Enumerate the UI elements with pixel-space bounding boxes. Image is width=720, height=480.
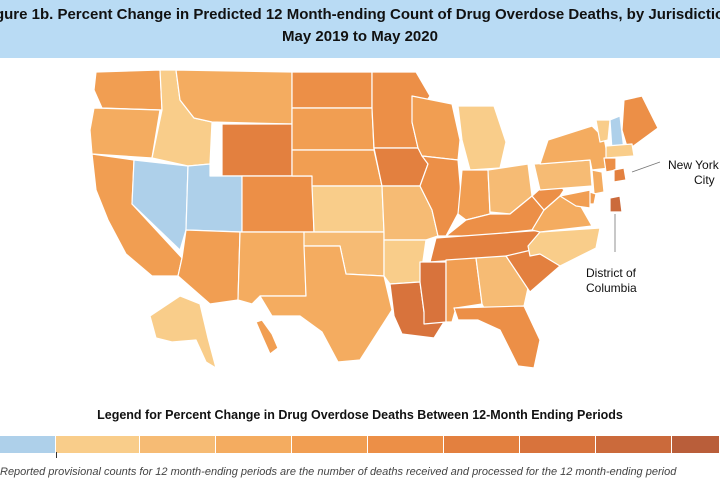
state-md: [559, 189, 591, 209]
state-pa: [533, 159, 593, 191]
legend-swatch-2: [56, 436, 140, 453]
state-az: [177, 229, 241, 305]
us-jurisdiction-map: [89, 69, 661, 369]
state-me: [621, 95, 659, 151]
legend-tick: [56, 452, 57, 458]
dc-label-line-2: Columbia: [586, 281, 637, 295]
legend-swatch-1: [0, 436, 56, 453]
state-wa: [93, 69, 163, 111]
legend-swatch-4: [216, 436, 292, 453]
state-ak: [149, 295, 217, 369]
state-in: [457, 169, 491, 221]
legend-title: Legend for Percent Change in Drug Overdo…: [97, 408, 623, 422]
state-mt: [175, 69, 293, 125]
state-fl: [453, 305, 541, 369]
state-tx: [259, 245, 393, 363]
state-nd: [291, 71, 373, 109]
state-ma: [605, 143, 635, 159]
map-title-line-1: Figure 1b. Percent Change in Predicted 1…: [0, 6, 720, 23]
state-vt: [595, 119, 611, 143]
legend-color-scale: [0, 436, 720, 453]
title-banner: Figure 1b. Percent Change in Predicted 1…: [0, 0, 720, 58]
state-ks: [311, 185, 385, 233]
state-sd: [291, 107, 375, 151]
state-nyc: [613, 167, 627, 183]
state-co: [241, 175, 315, 233]
nyc-callout-label: New York City: [668, 158, 719, 188]
state-or: [89, 107, 161, 159]
footnote: Reported provisional counts for 12 month…: [0, 466, 677, 478]
state-il: [419, 155, 463, 237]
state-nj: [591, 169, 605, 195]
state-dc: [609, 195, 623, 213]
legend-swatch-7: [444, 436, 520, 453]
legend-swatch-9: [596, 436, 672, 453]
legend-swatch-3: [140, 436, 216, 453]
state-mi: [457, 105, 507, 171]
state-nc: [527, 227, 601, 267]
state-wy: [221, 123, 293, 177]
state-nv: [131, 159, 189, 251]
nyc-callout-line: [631, 161, 661, 173]
state-wi: [411, 95, 461, 161]
state-nm: [237, 231, 307, 305]
dc-callout-label: District of Columbia: [586, 266, 637, 296]
legend-swatch-8: [520, 436, 596, 453]
legend-swatch-10: [672, 436, 720, 453]
map-title-line-2: May 2019 to May 2020: [282, 28, 438, 45]
nyc-label-line-2: City: [694, 173, 715, 187]
dc-label-line-1: District of: [586, 266, 637, 280]
state-ms: [419, 261, 447, 325]
state-hi: [255, 319, 279, 355]
state-ny: [539, 125, 611, 171]
legend-swatch-6: [368, 436, 444, 453]
nyc-label-line-1: New York: [668, 158, 719, 172]
legend-swatch-5: [292, 436, 368, 453]
state-ia: [373, 147, 429, 187]
